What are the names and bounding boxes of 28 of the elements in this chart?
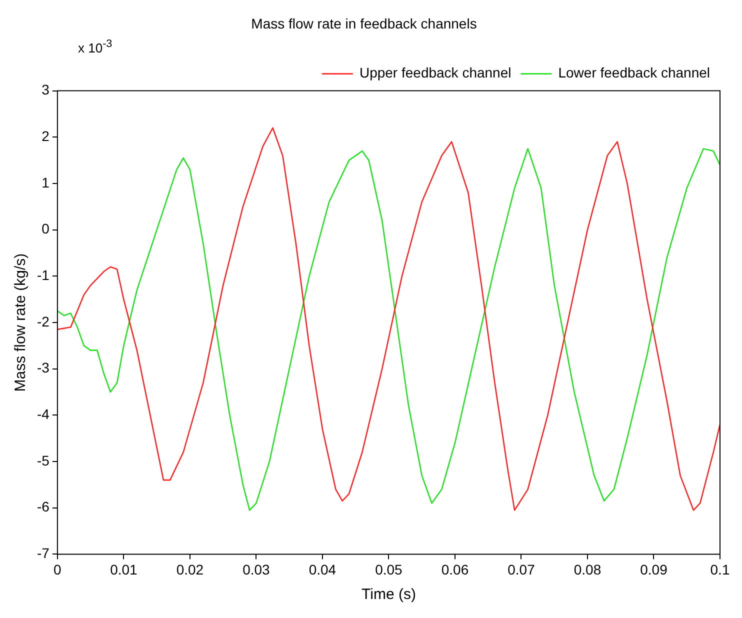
x-tick-label: 0.1 <box>710 561 730 578</box>
x-tick-label: 0.09 <box>640 561 668 578</box>
y-tick-label: -7 <box>36 545 50 562</box>
x-tick-label: 0 <box>54 561 62 578</box>
x-tick-label: 0.07 <box>508 561 536 578</box>
x-tick-label: 0.02 <box>176 561 204 578</box>
x-tick-label: 0.01 <box>110 561 138 578</box>
y-tick-label: 1 <box>42 174 50 190</box>
x-tick-label: 0.04 <box>308 561 336 578</box>
legend-label: Lower feedback channel <box>558 64 710 81</box>
text: x 10$^{-3}$ <box>78 38 112 56</box>
y-tick-label: 0 <box>42 220 50 237</box>
x-tick-label: 0.08 <box>574 561 602 578</box>
y-tick-label: -2 <box>36 313 50 330</box>
x-tick-label: 0.06 <box>441 561 469 578</box>
y-tick-label: -6 <box>36 498 50 515</box>
y-tick-label: 3 <box>42 82 50 98</box>
chart-title: Mass flow rate in feedback channels <box>251 15 477 32</box>
y-tick-label: -3 <box>36 360 50 376</box>
y-tick-label: 2 <box>42 128 50 144</box>
x-tick-label: 0.05 <box>375 561 403 578</box>
y-tick-label: -5 <box>36 452 50 468</box>
x-tick-label: 0.03 <box>242 561 270 578</box>
legend-label: Upper feedback channel <box>359 64 512 81</box>
x-axis-title: Time (s) <box>362 586 416 604</box>
y-tick-label: -1 <box>36 267 50 284</box>
y-axis-title: Mass flow rate (kg/s) <box>12 253 30 392</box>
y-tick-label: -4 <box>36 406 50 422</box>
